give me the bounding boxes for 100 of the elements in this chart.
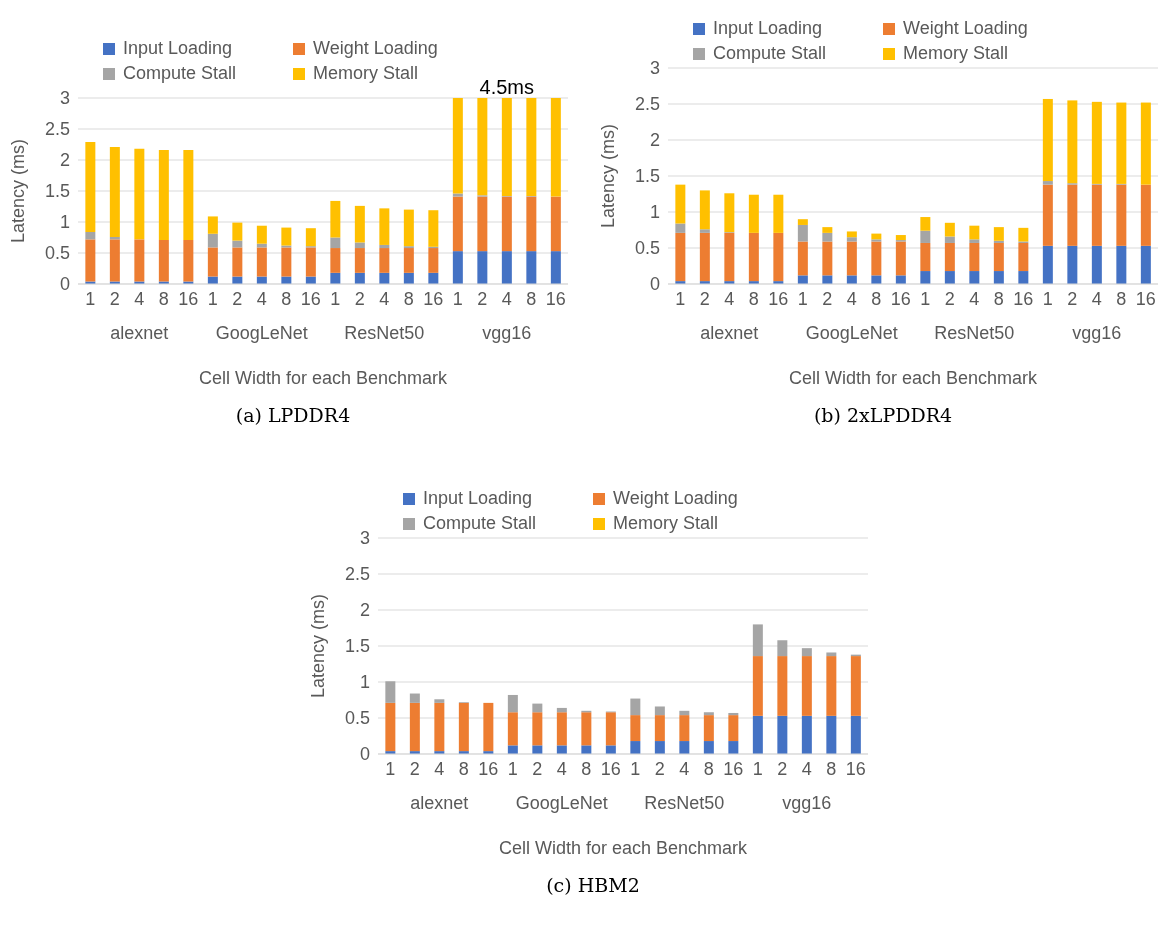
- text: GoogLeNet: [215, 322, 308, 343]
- y-tick-label: 1.5: [44, 181, 70, 202]
- y-tick-label: 2: [649, 130, 660, 151]
- x-tick-label: 1: [452, 288, 463, 309]
- x-tick-label: 16: [768, 288, 789, 309]
- y-tick-label: 0.5: [634, 238, 660, 259]
- y-tick-label: 0: [59, 274, 70, 295]
- legend-label: Memory Stall: [613, 513, 719, 534]
- x-tick-label: 8: [158, 288, 169, 309]
- text: vgg16: [782, 792, 832, 813]
- legend-label: Memory Stall: [903, 43, 1009, 64]
- x-tick-label: 8: [281, 288, 292, 309]
- legend-label: Weight Loading: [313, 38, 438, 59]
- x-tick-label: 4: [256, 288, 267, 309]
- x-tick-label: 1: [385, 758, 396, 779]
- x-tick-label: 4: [724, 288, 735, 309]
- x-tick-label: 16: [423, 288, 444, 309]
- x-tick-label: 4: [846, 288, 857, 309]
- y-tick-label: 2.5: [344, 564, 370, 585]
- text: alexnet: [700, 322, 759, 343]
- x-tick-label: 4: [556, 758, 567, 779]
- text: ResNet50: [934, 322, 1015, 343]
- x-tick-label: 2: [822, 288, 833, 309]
- x-tick-label: 16: [1135, 288, 1156, 309]
- x-tick-label: 8: [526, 288, 537, 309]
- annotation: 4.5ms: [479, 76, 534, 98]
- x-tick-label: 4: [801, 758, 812, 779]
- x-tick-label: 4: [434, 758, 445, 779]
- x-tick-label: 2: [699, 288, 710, 309]
- x-tick-label: 2: [1067, 288, 1078, 309]
- legend-label: Memory Stall: [313, 63, 419, 84]
- x-axis-title: Cell Width for each Benchmark: [498, 838, 749, 858]
- x-tick-label: 16: [600, 758, 621, 779]
- x-tick-label: 2: [232, 288, 243, 309]
- x-tick-label: 1: [330, 288, 341, 309]
- x-axis-title: Cell Width for each Benchmark: [788, 368, 1039, 388]
- y-tick-label: 0: [359, 744, 370, 765]
- x-tick-label: 16: [300, 288, 321, 309]
- y-tick-label: 0: [649, 274, 660, 295]
- x-tick-label: 1: [797, 288, 808, 309]
- y-tick-label: 2.5: [634, 94, 660, 115]
- y-tick-label: 1: [359, 672, 370, 693]
- text: ResNet50: [344, 322, 425, 343]
- x-tick-label: 1: [1042, 288, 1053, 309]
- y-axis-title: Latency (ms): [8, 138, 29, 244]
- text: GoogLeNet: [515, 792, 608, 813]
- text: (b) 2xLPDDR4: [812, 404, 954, 426]
- y-tick-label: 0.5: [44, 243, 70, 264]
- x-tick-label: 4: [969, 288, 980, 309]
- x-tick-label: 16: [478, 758, 499, 779]
- x-tick-label: 16: [723, 758, 744, 779]
- x-tick-label: 8: [458, 758, 469, 779]
- x-tick-label: 1: [507, 758, 518, 779]
- y-axis-title: Latency (ms): [598, 123, 619, 229]
- x-tick-label: 4: [1091, 288, 1102, 309]
- x-tick-label: 16: [1013, 288, 1034, 309]
- x-tick-label: 4: [134, 288, 145, 309]
- y-tick-label: 1: [649, 202, 660, 223]
- text: vgg16: [482, 322, 532, 343]
- text: alexnet: [410, 792, 469, 813]
- y-tick-label: 0.5: [344, 708, 370, 729]
- y-tick-label: 3: [649, 58, 660, 79]
- x-tick-label: 2: [532, 758, 543, 779]
- text: GoogLeNet: [805, 322, 898, 343]
- y-tick-label: 2: [359, 600, 370, 621]
- x-tick-label: 2: [944, 288, 955, 309]
- x-tick-label: 8: [581, 758, 592, 779]
- legend-label: Input Loading: [423, 488, 533, 509]
- x-tick-label: 16: [890, 288, 911, 309]
- x-tick-label: 1: [675, 288, 686, 309]
- legend-label: Compute Stall: [713, 43, 827, 64]
- x-tick-label: 8: [703, 758, 714, 779]
- y-tick-label: 2.5: [44, 119, 70, 140]
- x-tick-label: 1: [920, 288, 931, 309]
- y-tick-label: 1.5: [634, 166, 660, 187]
- x-tick-label: 8: [871, 288, 882, 309]
- legend-label: Compute Stall: [423, 513, 537, 534]
- x-tick-label: 4: [501, 288, 512, 309]
- legend-label: Input Loading: [123, 38, 233, 59]
- x-tick-label: 4: [379, 288, 390, 309]
- x-tick-label: 1: [752, 758, 763, 779]
- y-tick-label: 1: [59, 212, 70, 233]
- x-tick-label: 8: [748, 288, 759, 309]
- x-tick-label: 8: [1116, 288, 1127, 309]
- y-tick-label: 1.5: [344, 636, 370, 657]
- text: vgg16: [1072, 322, 1122, 343]
- text: ResNet50: [644, 792, 725, 813]
- x-tick-label: 2: [477, 288, 488, 309]
- y-tick-label: 3: [359, 528, 370, 549]
- legend-label: Input Loading: [713, 18, 823, 39]
- legend-label: Weight Loading: [903, 18, 1028, 39]
- x-tick-label: 1: [207, 288, 218, 309]
- x-axis-title: Cell Width for each Benchmark: [198, 368, 449, 388]
- x-tick-label: 8: [826, 758, 837, 779]
- text: (a) LPDDR4: [234, 404, 352, 426]
- legend-label: Weight Loading: [613, 488, 738, 509]
- x-tick-label: 8: [993, 288, 1004, 309]
- x-tick-label: 16: [545, 288, 566, 309]
- x-tick-label: 16: [178, 288, 199, 309]
- x-tick-label: 2: [409, 758, 420, 779]
